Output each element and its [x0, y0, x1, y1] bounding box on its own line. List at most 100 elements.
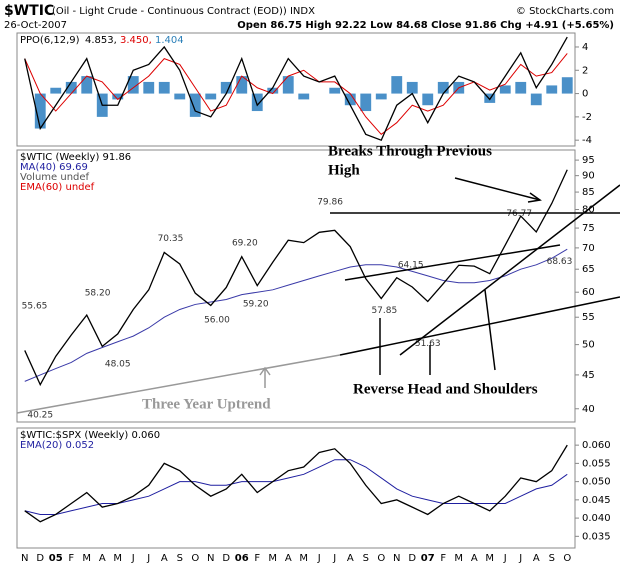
y-tick-label: 0.060	[582, 440, 611, 451]
y-tick-label: 0.035	[582, 531, 611, 542]
x-tick-label: M	[485, 553, 494, 564]
legend-entry: 4.853,	[85, 35, 117, 46]
x-tick-label: 06	[235, 553, 249, 564]
histogram-bar	[81, 76, 93, 94]
x-tick-label: D	[36, 553, 44, 564]
legend-entry: MA(40) 69.69	[20, 162, 88, 173]
annotation-lines	[16, 177, 620, 414]
x-tick-label: D	[222, 553, 230, 564]
histogram-bar	[437, 81, 449, 94]
price-label: 55.65	[22, 301, 48, 311]
panel-frame	[16, 427, 576, 549]
x-tick-label: 05	[49, 553, 63, 564]
price-label: 56.00	[204, 316, 230, 326]
legend-entry: EMA(20) 0.052	[20, 440, 94, 451]
y-tick-label: 85	[582, 187, 595, 198]
histogram-bar	[65, 81, 77, 94]
histogram-bar	[50, 87, 62, 94]
histogram-bar	[127, 76, 139, 94]
x-tick-label: O	[563, 553, 571, 564]
y-tick-label: -4	[582, 135, 592, 146]
y-tick-label: 60	[582, 287, 595, 298]
x-tick-label: A	[533, 553, 540, 564]
histogram-bar	[267, 87, 279, 94]
x-tick-label: J	[146, 553, 150, 564]
x-tick-label: J	[332, 553, 336, 564]
histogram-bar	[499, 85, 511, 94]
x-tick-label: O	[377, 553, 385, 564]
price-label: 76.77	[506, 209, 532, 219]
arrow-head	[259, 366, 271, 376]
histogram-bar	[158, 81, 170, 94]
panel-frame	[16, 32, 576, 147]
y-tick-label: 40	[582, 404, 595, 415]
histogram-bar	[561, 77, 573, 94]
histogram-bar	[530, 93, 542, 106]
price-label: 68.63	[547, 257, 573, 267]
x-tick-label: J	[131, 553, 135, 564]
copyright: © StockCharts.com	[516, 6, 614, 17]
x-tick-label: S	[177, 553, 183, 564]
legend-entry: PPO(6,12,9)	[20, 35, 80, 46]
y-tick-label: 55	[582, 312, 595, 323]
y-tick-label: 75	[582, 223, 595, 234]
y-tick-label: 2	[582, 65, 588, 76]
x-tick-label: J	[317, 553, 321, 564]
histogram-bar	[298, 93, 310, 100]
histogram-bar	[515, 81, 527, 94]
arrow	[484, 289, 496, 371]
x-tick-label: M	[113, 553, 122, 564]
quote: Open 86.75 High 92.22 Low 84.68 Close 91…	[237, 20, 614, 31]
neckline	[344, 244, 561, 281]
price-label: 79.86	[317, 198, 343, 208]
price-label: 57.85	[371, 306, 397, 316]
x-tick-label: 07	[421, 553, 435, 564]
arrow-head	[527, 192, 542, 203]
annotation: Reverse Head and Shoulders	[353, 381, 538, 397]
series-line	[24, 169, 568, 387]
series-line	[24, 36, 568, 141]
symbol: $WTIC	[4, 3, 54, 19]
x-tick-label: O	[191, 553, 199, 564]
histogram-bar	[189, 93, 201, 117]
panel-frame	[16, 149, 576, 423]
x-tick-label: J	[518, 553, 522, 564]
price-label: 48.05	[105, 360, 131, 370]
x-tick-label: A	[99, 553, 106, 564]
histogram-bar	[391, 76, 403, 94]
date: 26-Oct-2007	[4, 20, 67, 31]
legend-entry: $WTIC:$SPX (Weekly) 0.060	[20, 430, 160, 441]
x-tick-label: N	[207, 553, 214, 564]
x-tick-label: M	[454, 553, 463, 564]
uptrend-line	[16, 354, 341, 414]
x-tick-label: N	[21, 553, 28, 564]
histogram-bar	[205, 93, 217, 100]
price-label: 59.20	[243, 300, 269, 310]
histogram-bar	[406, 81, 418, 94]
x-tick-label: N	[393, 553, 400, 564]
y-tick-label: 70	[582, 243, 595, 254]
series-line	[24, 53, 568, 136]
description: (Oil - Light Crude - Continuous Contract…	[52, 6, 315, 17]
arrow	[454, 177, 541, 201]
price-label: 69.20	[232, 239, 258, 249]
y-tick-label: 0.055	[582, 458, 611, 469]
x-tick-label: F	[440, 553, 446, 564]
histogram-bar	[143, 81, 155, 94]
x-tick-label: A	[161, 553, 168, 564]
legend-entry: EMA(60) undef	[20, 182, 95, 193]
histogram-bar	[422, 93, 434, 106]
price-label: 58.20	[85, 288, 111, 298]
histogram-bar	[220, 81, 232, 94]
histogram-bar	[251, 93, 263, 112]
histogram-bar	[360, 93, 372, 112]
annotation: Breaks Through Previous	[328, 143, 492, 159]
histogram-bar	[329, 87, 341, 94]
y-tick-label: 95	[582, 155, 595, 166]
x-tick-label: F	[254, 553, 260, 564]
x-tick-label: A	[285, 553, 292, 564]
y-tick-label: 4	[582, 42, 588, 53]
y-tick-label: 0.040	[582, 513, 611, 524]
x-tick-label: M	[82, 553, 91, 564]
